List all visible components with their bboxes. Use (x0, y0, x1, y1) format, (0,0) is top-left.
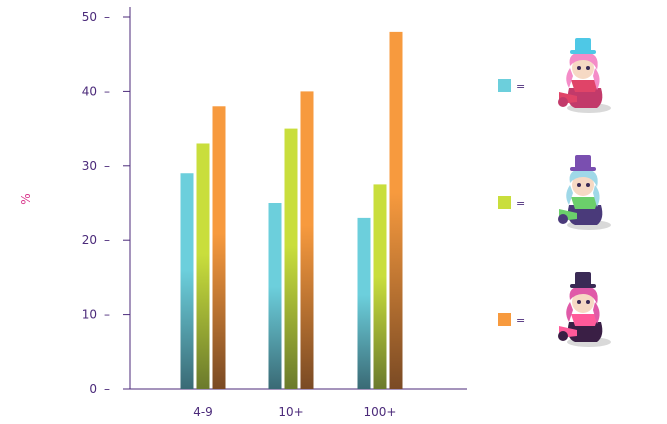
x-tick-label: 4-9 (193, 405, 213, 419)
bar-100+-series-2 (373, 184, 387, 389)
x-axis-labels: 4-9 10+ 100+ (193, 405, 396, 419)
bar-4-9-series-3 (212, 106, 226, 389)
y-tick-label: 30 (82, 159, 97, 173)
purple-goblin-champion-avatar-icon (558, 155, 611, 230)
bar-100+-series-3 (389, 31, 403, 389)
bar-4-9-series-2 (196, 143, 210, 389)
y-tick-label: 0 (89, 382, 97, 396)
y-tick-dash: – (104, 159, 110, 173)
bars-group (180, 31, 403, 390)
bar-100+-series-1 (357, 217, 371, 389)
x-tick-label: 10+ (278, 405, 303, 419)
x-tick-label: 100+ (364, 405, 397, 419)
y-tick-label: 20 (82, 233, 97, 247)
y-tick-dash: – (104, 233, 110, 247)
y-tick-dash: – (104, 10, 110, 24)
legend-swatch (498, 79, 511, 92)
dark-demon-champion-avatar-icon (558, 272, 611, 347)
bar-10+-series-1 (268, 203, 282, 389)
y-tick-dash: – (104, 308, 110, 322)
y-tick-dash: – (104, 382, 110, 396)
y-axis-label: % (19, 193, 33, 204)
legend-equals: = (516, 80, 525, 93)
y-tick-label: 40 (82, 84, 97, 98)
bar-10+-series-3 (300, 91, 314, 390)
legend-swatch (498, 196, 511, 209)
legend: = = = (498, 38, 611, 347)
y-tick-dash: – (104, 84, 110, 98)
legend-equals: = (516, 314, 525, 327)
bar-4-9-series-1 (180, 173, 194, 389)
y-tick-label: 50 (82, 10, 97, 24)
y-tick-label: 10 (82, 308, 97, 322)
y-axis-ticks: 0 –10 –20 –30 –40 –50– (82, 10, 130, 396)
legend-swatch (498, 313, 511, 326)
bar-10+-series-2 (284, 128, 298, 389)
legend-equals: = (516, 197, 525, 210)
pink-haired-champion-avatar-icon (558, 38, 611, 113)
